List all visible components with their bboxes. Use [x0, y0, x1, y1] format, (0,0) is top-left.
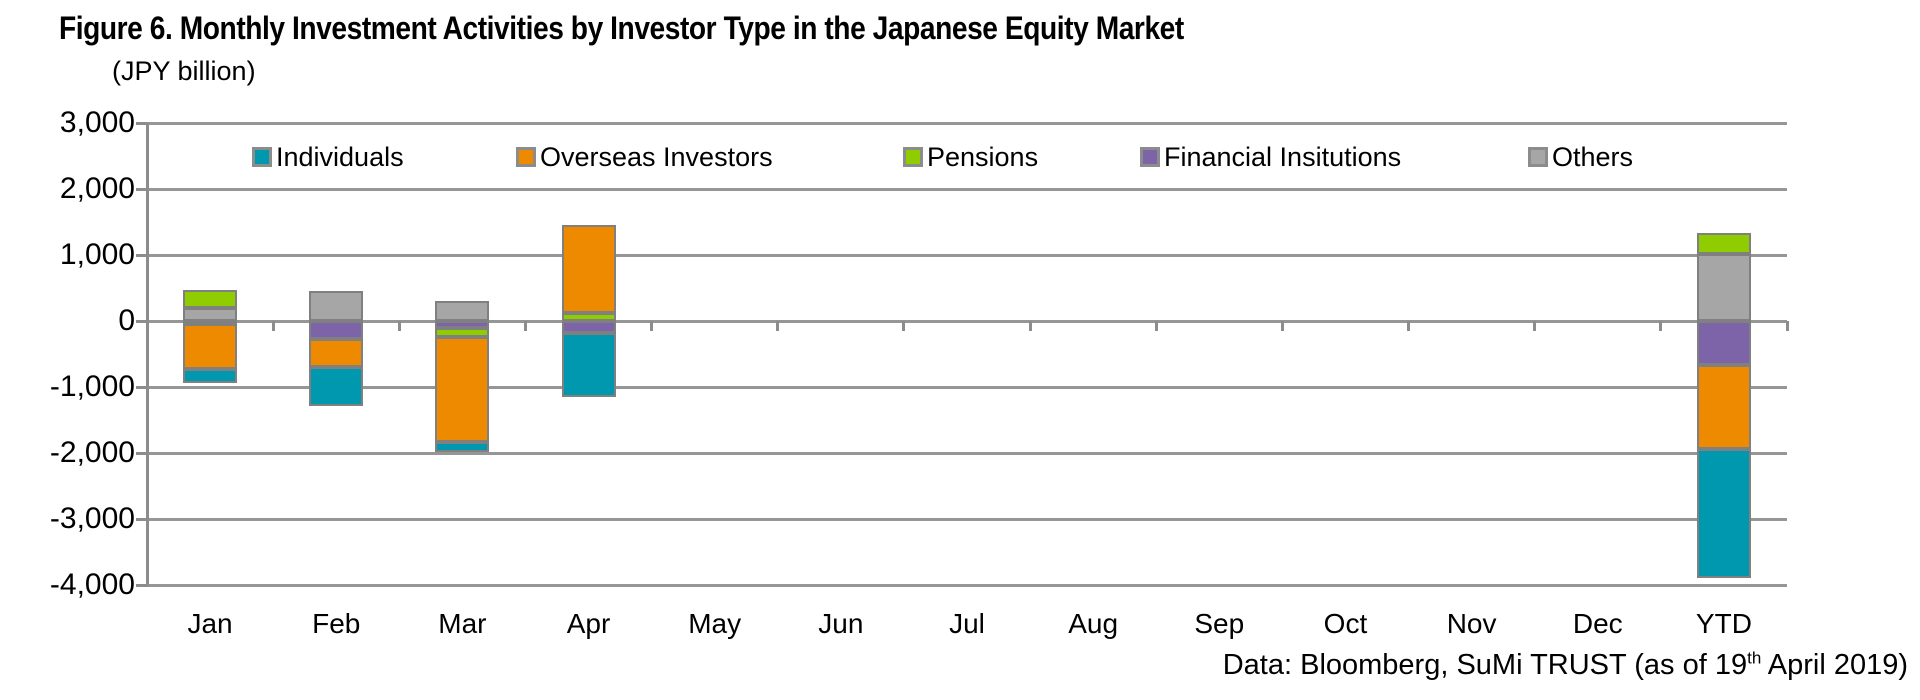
bar-segment-others — [1696, 253, 1751, 321]
gridline — [147, 121, 1787, 125]
bar-segment-individuals — [435, 442, 490, 453]
legend-item-financial-insitutions: Financial Insitutions — [1140, 142, 1401, 172]
y-axis-tick — [136, 253, 147, 257]
y-axis-label: 0 — [118, 304, 135, 337]
y-axis-label: -3,000 — [49, 502, 135, 535]
legend-swatch-icon — [516, 147, 536, 167]
x-axis-label: Jun — [818, 608, 864, 639]
bar-segment-pensions — [1696, 233, 1751, 254]
y-axis-tick — [136, 121, 147, 125]
y-axis-tick — [136, 451, 147, 455]
bar-segment-others — [435, 301, 490, 321]
x-axis-label: Dec — [1572, 608, 1623, 639]
x-axis-label: Jul — [949, 608, 985, 639]
x-axis-tick — [523, 321, 527, 331]
y-axis-tick — [136, 517, 147, 521]
bar-segment-pensions — [183, 289, 238, 309]
x-axis-label: Apr — [566, 608, 611, 639]
bar-segment-financial-insitutions — [309, 321, 364, 340]
gridline — [147, 451, 1787, 455]
x-axis-tick — [650, 321, 654, 331]
bar-segment-overseas-investors — [309, 339, 364, 368]
y-axis-line — [145, 123, 149, 587]
y-axis-tick — [136, 319, 147, 323]
y-axis-label: -2,000 — [49, 436, 135, 469]
bar-segment-others — [183, 308, 238, 321]
legend-item-others: Others — [1528, 142, 1633, 172]
x-axis-tick — [271, 321, 275, 331]
y-axis-label: 3,000 — [59, 106, 135, 139]
bar-segment-others — [309, 291, 364, 321]
x-axis-tick — [902, 321, 906, 331]
x-axis-label: Oct — [1323, 608, 1368, 639]
y-axis-tick — [136, 187, 147, 191]
bar-segment-individuals — [183, 369, 238, 384]
chart-title: Figure 6. Monthly Investment Activities … — [59, 10, 1184, 46]
x-axis-tick — [1154, 321, 1158, 331]
x-axis-label: Mar — [438, 608, 487, 639]
y-axis-tick — [136, 385, 147, 389]
x-axis-tick — [1280, 321, 1284, 331]
x-axis-label: Sep — [1194, 608, 1245, 639]
legend-label: Individuals — [276, 141, 404, 172]
y-axis-tick — [136, 583, 147, 587]
bar-segment-financial-insitutions — [1696, 321, 1751, 365]
bar-segment-individuals — [561, 333, 616, 397]
x-axis-tick — [1533, 321, 1537, 331]
bar-segment-individuals — [1696, 449, 1751, 578]
gridline — [147, 385, 1787, 389]
x-axis-label: YTD — [1695, 608, 1752, 639]
legend-item-overseas-investors: Overseas Investors — [516, 142, 773, 172]
x-axis-label: Feb — [312, 608, 361, 639]
legend-label: Others — [1552, 141, 1634, 172]
legend-swatch-icon — [1528, 147, 1548, 167]
y-axis-label: 2,000 — [59, 172, 135, 205]
legend-label: Overseas Investors — [540, 141, 773, 172]
gridline — [147, 187, 1787, 191]
x-axis-tick — [1028, 321, 1032, 331]
bar-segment-pensions — [435, 327, 490, 337]
bar-segment-financial-insitutions — [561, 321, 616, 334]
x-axis-tick — [1659, 321, 1663, 331]
gridline — [147, 517, 1787, 521]
legend-item-individuals: Individuals — [252, 142, 404, 172]
legend-swatch-icon — [903, 147, 923, 167]
bar-segment-individuals — [309, 367, 364, 407]
x-axis-tick — [1785, 321, 1789, 331]
axis-unit-label: (JPY billion) — [112, 56, 256, 86]
x-axis-label: Aug — [1068, 608, 1119, 639]
data-source-superscript: th — [1747, 648, 1762, 668]
legend-label: Pensions — [927, 141, 1039, 172]
gridline — [147, 583, 1787, 587]
y-axis-label: 1,000 — [59, 238, 135, 271]
legend-swatch-icon — [252, 147, 272, 167]
bar-segment-overseas-investors — [1696, 364, 1751, 450]
bar-segment-overseas-investors — [183, 323, 238, 370]
bar-segment-pensions — [561, 313, 616, 321]
data-source-text: Data: Bloomberg, SuMi TRUST (as of 19 — [1222, 649, 1748, 681]
x-axis-label: May — [688, 608, 742, 639]
legend-label: Financial Insitutions — [1164, 141, 1402, 172]
x-axis-label: Nov — [1446, 608, 1497, 639]
x-axis-tick — [397, 321, 401, 331]
y-axis-label: -1,000 — [49, 370, 135, 403]
data-source-note: Data: Bloomberg, SuMi TRUST (as of 19th … — [1223, 649, 1908, 682]
gridline — [147, 253, 1787, 257]
x-axis-tick — [1407, 321, 1411, 331]
x-axis-tick — [776, 321, 780, 331]
x-axis-label: Jan — [187, 608, 233, 639]
gridline — [147, 319, 1787, 323]
x-axis-tick — [145, 321, 149, 331]
legend-item-pensions: Pensions — [903, 142, 1038, 172]
legend-swatch-icon — [1140, 147, 1160, 167]
bar-segment-overseas-investors — [561, 225, 616, 314]
bar-segment-overseas-investors — [435, 336, 490, 443]
data-source-text-suffix: April 2019) — [1761, 649, 1908, 681]
y-axis-label: -4,000 — [49, 568, 135, 601]
bar-segment-financial-insitutions — [435, 321, 490, 328]
